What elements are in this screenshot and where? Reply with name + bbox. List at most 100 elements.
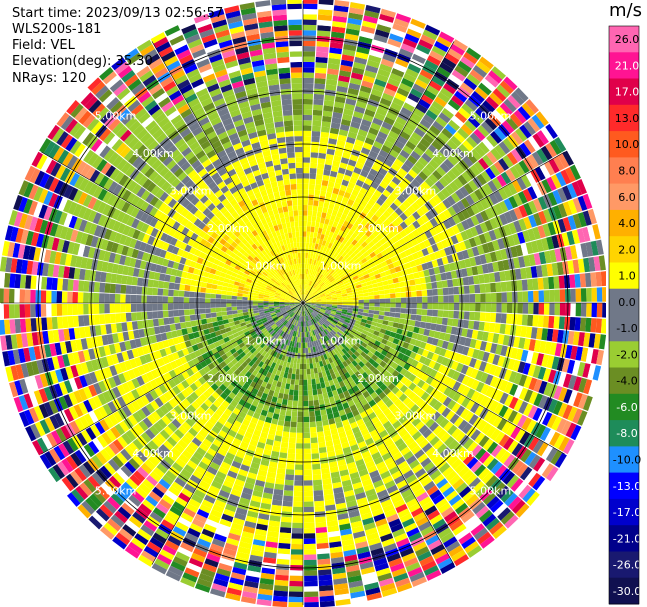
range-gate	[383, 116, 395, 126]
range-gate	[436, 258, 444, 267]
range-gate	[411, 394, 421, 404]
range-gate	[385, 246, 393, 254]
range-gate	[331, 297, 338, 300]
range-gate	[303, 146, 311, 153]
range-gate	[539, 163, 551, 179]
range-gate	[489, 322, 496, 333]
range-gate	[513, 398, 524, 412]
range-gate	[305, 303, 311, 305]
range-gate	[288, 602, 303, 607]
range-gate	[470, 429, 481, 441]
range-gate	[343, 108, 354, 116]
range-gate	[320, 295, 326, 299]
range-gate	[323, 278, 329, 284]
range-gate	[349, 330, 356, 336]
range-gate	[344, 141, 354, 150]
range-gate	[599, 334, 606, 350]
range-gate	[532, 278, 539, 290]
range-gate	[558, 316, 565, 330]
range-gate	[315, 216, 321, 223]
range-gate	[363, 273, 370, 279]
range-gate	[452, 318, 459, 327]
range-gate	[344, 262, 351, 268]
range-gate	[350, 338, 357, 345]
range-gate	[373, 202, 381, 210]
range-gate	[447, 216, 457, 227]
range-gate	[320, 245, 325, 251]
range-gate	[341, 119, 351, 127]
range-gate	[466, 47, 482, 60]
range-gate	[415, 314, 422, 322]
range-gate	[414, 339, 422, 348]
range-gate	[322, 264, 328, 270]
range-gate	[567, 406, 578, 422]
range-gate	[420, 34, 436, 46]
range-gate	[305, 290, 309, 296]
range-gate	[361, 80, 374, 89]
range-gate	[464, 258, 472, 268]
range-gate	[453, 294, 460, 303]
range-gate	[358, 254, 365, 261]
range-gate	[504, 270, 512, 281]
range-gate	[319, 292, 325, 296]
range-gate	[365, 361, 372, 369]
range-gate	[455, 446, 467, 458]
range-gate	[381, 144, 392, 154]
range-gate	[354, 258, 361, 264]
range-gate	[312, 205, 318, 212]
range-gate	[329, 287, 335, 291]
range-gate	[399, 212, 408, 221]
range-gate	[580, 347, 589, 362]
range-gate	[322, 246, 328, 253]
range-gate	[400, 376, 409, 385]
range-gate	[528, 214, 538, 228]
range-gate	[308, 308, 313, 313]
range-gate	[395, 216, 404, 225]
range-gate	[308, 293, 313, 298]
range-gate	[313, 283, 318, 289]
range-gate	[379, 307, 385, 312]
range-gate	[374, 112, 386, 122]
range-gate	[511, 148, 523, 163]
range-gate	[303, 411, 309, 417]
range-gate	[587, 225, 596, 241]
range-gate	[475, 201, 485, 212]
range-gate	[356, 260, 363, 267]
range-gate	[465, 228, 474, 239]
range-gate	[350, 347, 357, 354]
range-gate	[522, 303, 529, 314]
range-gate	[368, 54, 382, 64]
range-gate	[379, 180, 389, 189]
range-gate	[452, 39, 468, 52]
range-gate	[532, 439, 544, 454]
range-gate	[303, 295, 305, 301]
range-gate	[439, 162, 451, 173]
range-gate	[543, 303, 550, 315]
range-gate	[338, 129, 349, 137]
range-gate	[321, 257, 326, 263]
range-gate	[438, 383, 448, 394]
range-gate	[522, 488, 536, 503]
range-gate	[313, 394, 319, 401]
range-gate	[296, 363, 300, 370]
range-gate	[494, 390, 504, 402]
range-gate	[325, 84, 337, 91]
range-gate	[317, 260, 322, 267]
range-gate	[483, 322, 491, 332]
range-gate	[316, 299, 322, 301]
range-gate	[402, 126, 414, 136]
range-gate	[287, 373, 292, 379]
range-gate	[368, 295, 375, 300]
range-gate	[369, 299, 375, 303]
range-gate	[362, 165, 371, 173]
range-gate	[487, 332, 495, 343]
range-gate	[305, 303, 311, 307]
range-gate	[383, 158, 394, 168]
range-gate	[316, 537, 329, 544]
range-gate	[447, 206, 457, 217]
range-gate	[442, 287, 449, 296]
range-gate	[410, 88, 423, 99]
range-gate	[365, 344, 372, 351]
range-gate	[310, 287, 314, 293]
range-gate	[465, 206, 475, 217]
